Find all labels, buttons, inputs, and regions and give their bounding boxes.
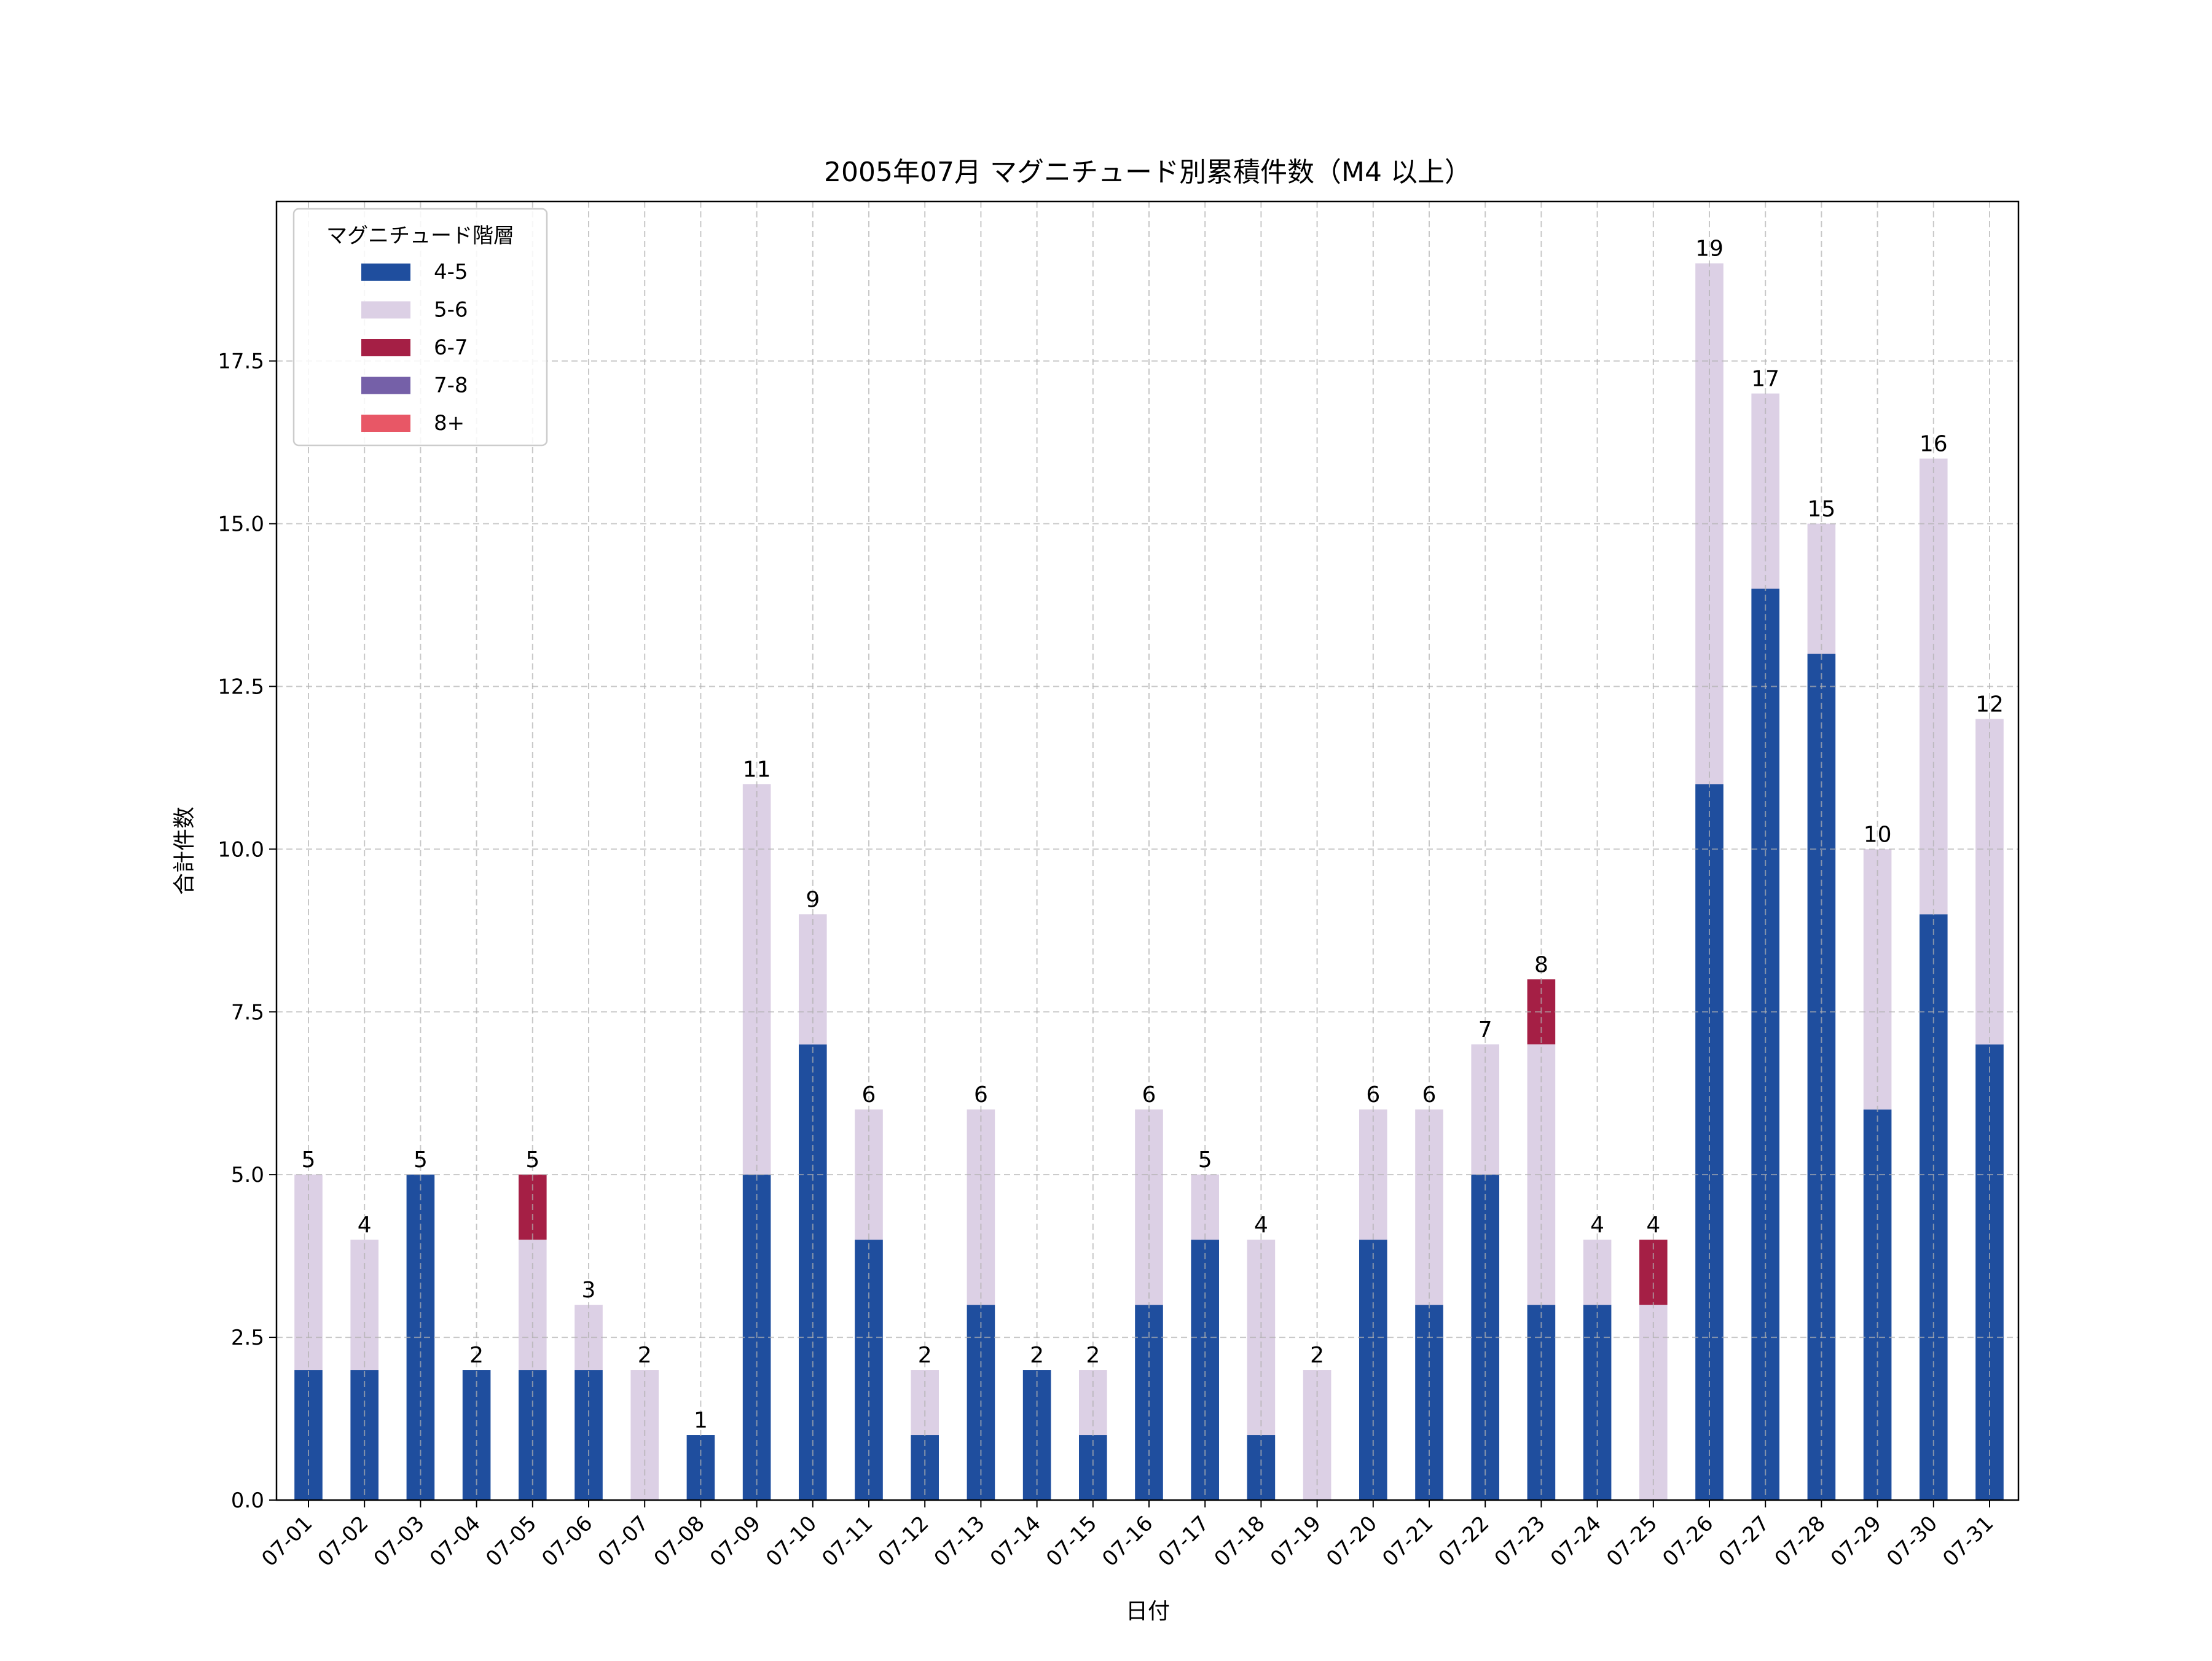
y-tick-label: 5.0	[231, 1163, 264, 1187]
bar-total-label: 16	[1920, 432, 1948, 457]
y-tick-label: 2.5	[231, 1326, 264, 1350]
legend-frame	[292, 208, 548, 447]
bar-total-label: 2	[638, 1343, 652, 1368]
legend-title: マグニチュード階層	[326, 224, 514, 248]
bar-total-label: 4	[1646, 1213, 1660, 1238]
plot-frame	[275, 200, 2020, 1501]
legend-swatch-8+	[361, 415, 410, 432]
legend-swatch-6-7	[361, 339, 410, 356]
y-tick-label: 12.5	[218, 674, 264, 699]
legend-label-7-8: 7-8	[434, 373, 468, 398]
bar-total-label: 9	[806, 887, 820, 912]
bar-total-label: 6	[862, 1082, 876, 1108]
bar-total-label: 4	[1590, 1213, 1604, 1238]
legend-label-8+: 8+	[434, 411, 465, 436]
bar-total-label: 6	[974, 1082, 988, 1108]
bar-segment-07-01-5-6	[294, 1174, 323, 1370]
bar-total-label: 12	[1975, 692, 2004, 717]
bar-total-label: 2	[469, 1343, 484, 1368]
y-tick-label: 0.0	[231, 1488, 264, 1513]
bar-total-label: 5	[302, 1147, 316, 1173]
bar-segment-07-27-4-5	[1751, 588, 1779, 1500]
bar-total-label: 4	[1254, 1213, 1268, 1238]
bar-total-label: 8	[1534, 952, 1548, 977]
legend-label-5-6: 5-6	[434, 298, 468, 322]
bar-total-label: 5	[525, 1147, 539, 1173]
bar-total-label: 6	[1142, 1082, 1156, 1108]
y-tick-label: 15.0	[218, 512, 264, 537]
bar-total-label: 15	[1807, 497, 1835, 522]
bar-total-label: 2	[1030, 1343, 1044, 1368]
legend-swatch-5-6	[361, 301, 410, 319]
grid-lines	[276, 201, 2018, 1501]
bar-total-label: 2	[1310, 1343, 1324, 1368]
legend-swatch-4-5	[361, 264, 410, 281]
legend-swatch-7-8	[361, 377, 410, 394]
bar-total-label: 2	[918, 1343, 932, 1368]
legend-label-6-7: 6-7	[434, 335, 468, 360]
bar-total-label: 6	[1366, 1082, 1380, 1108]
bar-total-label: 5	[1198, 1147, 1212, 1173]
bar-total-label: 11	[743, 757, 771, 782]
legend: マグニチュード階層 4-5 5-6 6-7 7-8 8+	[292, 208, 548, 447]
bar-total-label: 1	[694, 1408, 708, 1433]
bar-total-label: 7	[1478, 1017, 1492, 1042]
x-axis-label: 日付	[1126, 1599, 1170, 1624]
bar-total-label: 10	[1864, 822, 1892, 847]
chart-title: 2005年07月 マグニチュード別累積件数（M4 以上）	[824, 157, 1472, 188]
y-tick-label: 17.5	[218, 350, 264, 374]
bar-total-label: 4	[358, 1213, 372, 1238]
bar-total-label: 6	[1422, 1082, 1437, 1108]
y-tick-label: 10.0	[218, 837, 264, 862]
bar-total-label: 3	[582, 1278, 596, 1303]
y-tick-label: 7.5	[231, 1000, 264, 1025]
legend-label-4-5: 4-5	[434, 260, 468, 284]
bar-total-label: 19	[1695, 236, 1724, 262]
bar-total-label: 2	[1086, 1343, 1100, 1368]
bar-total-label: 5	[414, 1147, 428, 1173]
legend-entries: 4-5 5-6 6-7 7-8 8+	[361, 260, 468, 436]
bar-total-label: 17	[1751, 367, 1779, 392]
y-axis-label: 合計件数	[172, 807, 197, 895]
